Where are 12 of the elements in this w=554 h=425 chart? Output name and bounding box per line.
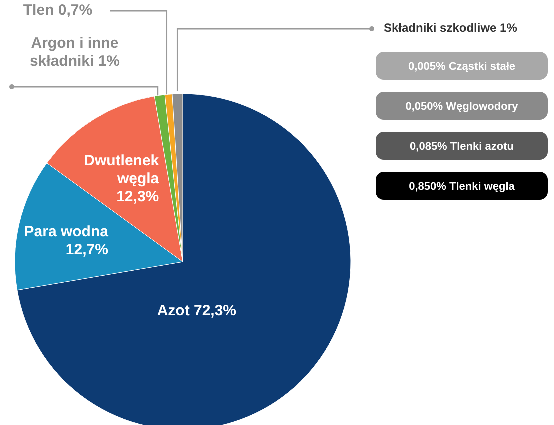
text: 0,005% Cząstki stałe <box>408 61 516 73</box>
slice-label: Para wodna <box>24 223 110 240</box>
slice-label: Argon i inne składniki 1% <box>30 35 120 70</box>
text: 0,085% Tlenki azotu <box>410 141 514 153</box>
slice-label: Azot 72,3% <box>157 302 237 320</box>
text: 0,850% Tlenki węgla <box>409 181 516 193</box>
legend-label: Składniki szkodliwe 1% <box>384 21 518 35</box>
text: 0,050% Węglowodory <box>406 101 520 113</box>
data-label: 12,3% <box>116 188 160 206</box>
data-label: 12,7% <box>66 241 108 258</box>
slice-label: Tlen 0,7% <box>23 2 93 19</box>
slice-label: Dwutlenek węgla <box>84 152 160 188</box>
